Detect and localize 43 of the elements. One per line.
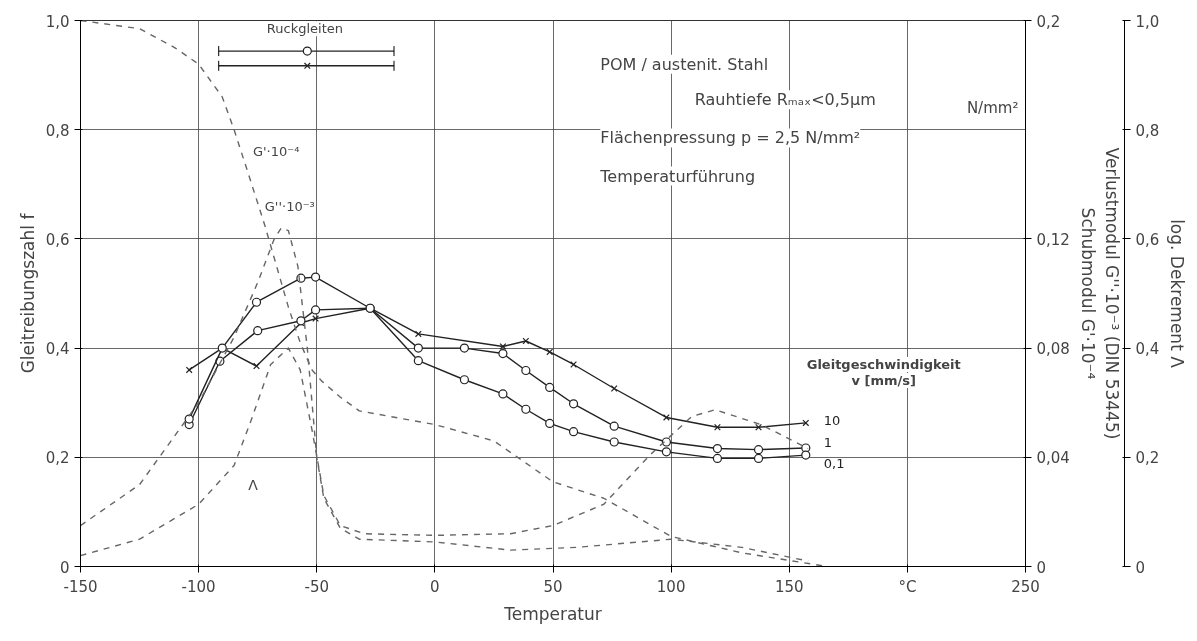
y3-tick-label: 0,8 bbox=[1135, 121, 1160, 140]
x-axis-title: Temperatur bbox=[503, 603, 602, 624]
x-tick-label: -50 bbox=[304, 577, 329, 596]
annotation: Rauhtiefe Rₘₐₓ<0,5µm bbox=[694, 90, 876, 110]
y3-tick-label: 0,6 bbox=[1135, 230, 1160, 249]
x-tick-label: °C bbox=[898, 577, 917, 596]
x-tick-label: 250 bbox=[1011, 577, 1040, 596]
series-label: 0,1 bbox=[823, 455, 845, 471]
annotation: G'·10⁻⁴ bbox=[252, 144, 300, 160]
annotation: Λ bbox=[248, 476, 259, 493]
y3-tick-label: 1,0 bbox=[1135, 12, 1160, 31]
x-tick-label: -100 bbox=[181, 577, 216, 596]
x-tick-label: 50 bbox=[543, 577, 563, 596]
annotation: Flächenpressung p = 2,5 N/mm² bbox=[600, 128, 861, 148]
y-tick-label: 0,2 bbox=[45, 449, 70, 468]
annotation: G''·10⁻³ bbox=[264, 198, 315, 214]
legend-title: Gleitgeschwindigkeit v [mm/s] bbox=[806, 356, 961, 388]
y-axis-title: Gleitreibungszahl f bbox=[17, 212, 38, 374]
y3-tick-label: 0,4 bbox=[1135, 340, 1160, 359]
y2-axis-title: Verlustmodul G''·10⁻³ (DIN 53445) Schubmodul G'·10⁻⁴ bbox=[1077, 147, 1122, 440]
series-label: 10 bbox=[823, 413, 841, 429]
y2-tick-label: 0,04 bbox=[1036, 449, 1070, 468]
y2-tick-label: 0,08 bbox=[1036, 340, 1070, 359]
y-tick-label: 1,0 bbox=[45, 12, 70, 31]
y-tick-label: 0 bbox=[59, 558, 70, 577]
annotation: Ruckgleiten bbox=[266, 21, 344, 37]
y3-axis-title: log. Dekrement Λ bbox=[1167, 219, 1188, 369]
y2-tick-label: 0,12 bbox=[1036, 230, 1070, 249]
y2-tick-label: 0,2 bbox=[1036, 12, 1061, 31]
y3-tick-label: 0,2 bbox=[1135, 449, 1160, 468]
y2-tick-label: 0 bbox=[1036, 558, 1047, 577]
annotation: N/mm² bbox=[966, 98, 1019, 117]
y3-tick-label: 0 bbox=[1135, 558, 1146, 577]
series-label: 1 bbox=[823, 434, 833, 450]
annotation: Temperaturführung bbox=[599, 166, 756, 186]
x-tick-label: 0 bbox=[430, 577, 440, 596]
x-tick-label: -150 bbox=[63, 577, 98, 596]
y-tick-label: 0,6 bbox=[45, 230, 70, 249]
y-tick-label: 0,8 bbox=[45, 121, 70, 140]
y-tick-label: 0,4 bbox=[45, 340, 70, 359]
x-tick-label: 100 bbox=[656, 577, 686, 596]
x-tick-label: 150 bbox=[774, 577, 804, 596]
annotation: POM / austenit. Stahl bbox=[600, 54, 769, 74]
